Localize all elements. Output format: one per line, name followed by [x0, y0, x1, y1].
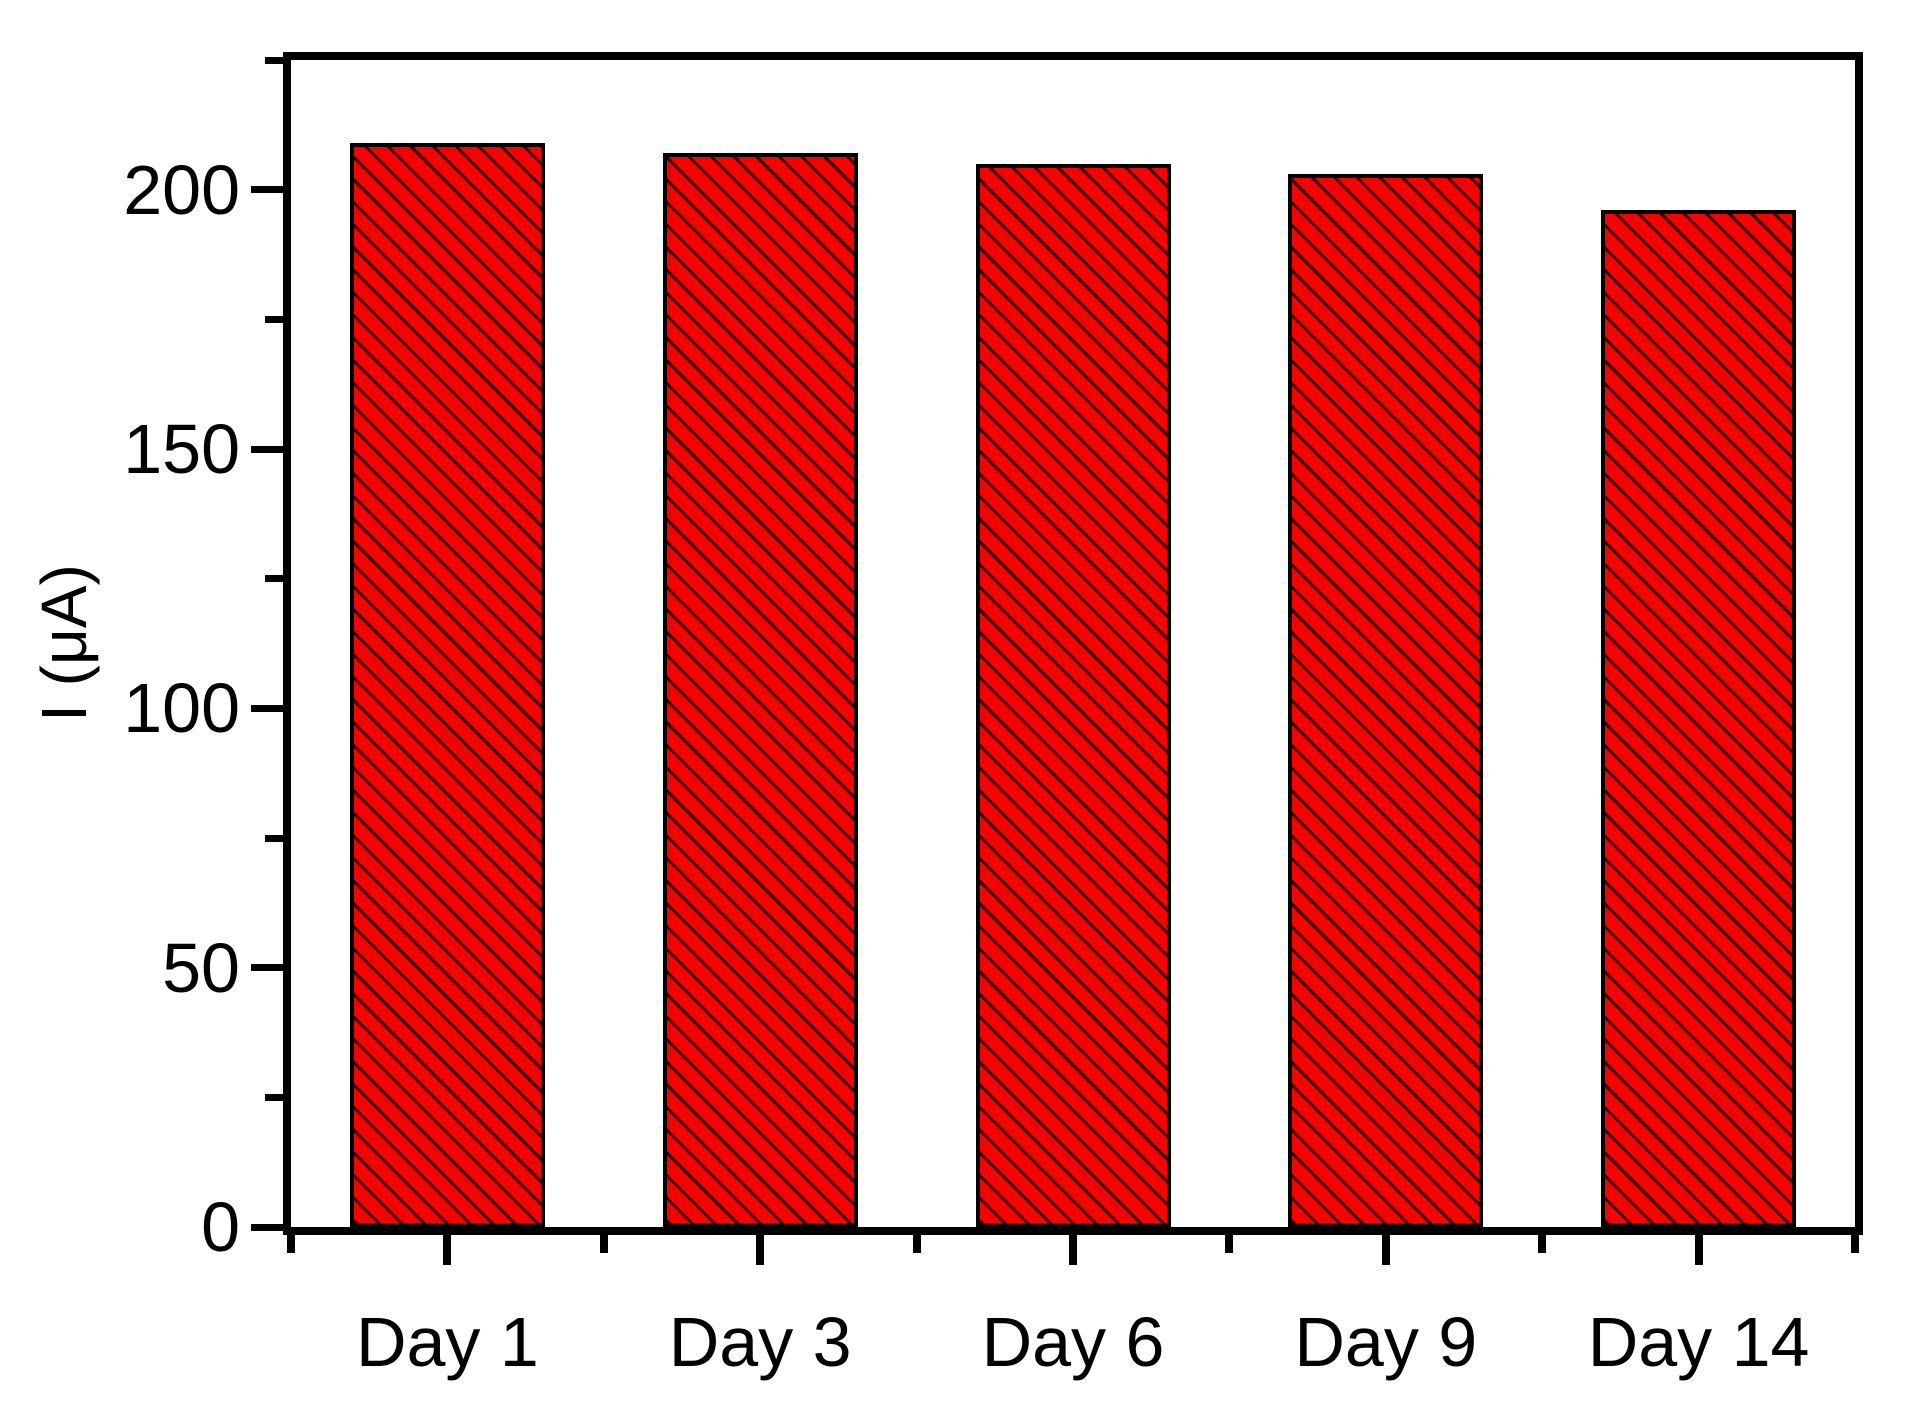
y-tick-label: 200: [123, 150, 240, 229]
y-minor-tick: [265, 575, 283, 583]
y-tick-label: 50: [162, 928, 240, 1007]
x-major-tick: [1381, 1235, 1390, 1265]
x-category-label: Day 14: [1587, 1303, 1810, 1381]
bar-day-1: [349, 143, 545, 1227]
x-major-tick: [1069, 1235, 1077, 1265]
y-minor-tick: [265, 315, 283, 323]
x-minor-tick: [287, 1235, 295, 1253]
bar-day-14: [1601, 210, 1797, 1227]
x-major-tick: [443, 1235, 452, 1265]
y-tick-label: 0: [201, 1188, 240, 1266]
bar-day-3: [662, 153, 858, 1227]
y-tick-label: 150: [123, 410, 240, 488]
x-minor-tick: [1851, 1235, 1859, 1253]
x-minor-tick: [599, 1235, 608, 1253]
plot-area: [283, 52, 1863, 1235]
x-category-label: Day 3: [668, 1303, 852, 1381]
x-minor-tick: [1538, 1235, 1547, 1253]
x-category-label: Day 9: [1294, 1303, 1478, 1381]
x-major-tick: [1694, 1235, 1703, 1265]
y-minor-tick: [265, 1093, 283, 1101]
x-minor-tick: [912, 1235, 921, 1253]
y-major-tick: [251, 186, 283, 194]
y-major-tick: [251, 964, 283, 972]
x-category-label: Day 6: [981, 1303, 1165, 1381]
x-major-tick: [756, 1235, 765, 1265]
y-minor-tick: [265, 834, 283, 842]
y-minor-tick: [265, 56, 283, 64]
x-minor-tick: [1225, 1235, 1234, 1253]
y-major-tick: [251, 1223, 283, 1231]
bar-day-9: [1288, 174, 1484, 1227]
y-major-tick: [251, 704, 283, 712]
x-category-label: Day 1: [355, 1303, 539, 1381]
y-tick-label: 100: [123, 669, 240, 748]
y-major-tick: [251, 445, 283, 453]
bar-day-6: [975, 163, 1171, 1227]
